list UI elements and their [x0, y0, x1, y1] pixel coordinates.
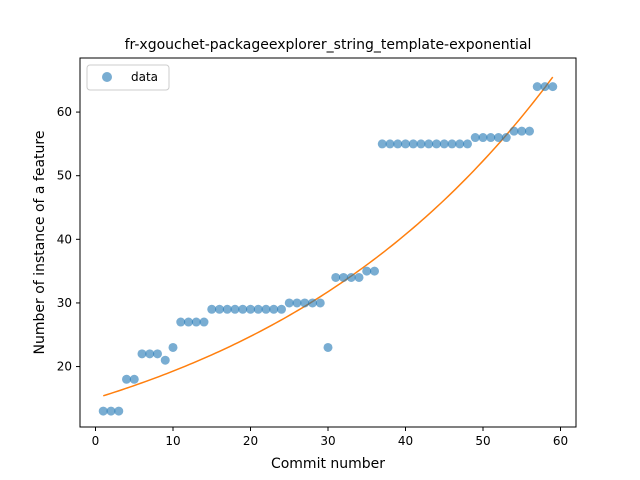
data-point [153, 349, 162, 358]
data-point [432, 139, 441, 148]
data-point [479, 133, 488, 142]
data-point [463, 139, 472, 148]
data-point [424, 139, 433, 148]
legend: data [87, 65, 169, 90]
y-axis-label: Number of instance of a feature [32, 131, 48, 355]
data-point [130, 375, 139, 384]
x-tick-label: 60 [553, 434, 568, 448]
data-point [145, 349, 154, 358]
x-axis-ticks: 0 10 20 30 40 50 60 [92, 427, 568, 448]
x-tick-label: 20 [243, 434, 258, 448]
x-tick-label: 50 [475, 434, 490, 448]
data-point [246, 305, 255, 314]
y-axis-ticks: 20 30 40 50 60 [57, 105, 80, 373]
data-point [548, 82, 557, 91]
data-point [223, 305, 232, 314]
data-point [440, 139, 449, 148]
data-point [269, 305, 278, 314]
plot-frame [80, 58, 576, 427]
legend-label-data: data [131, 70, 158, 84]
data-point [331, 273, 340, 282]
data-point [355, 273, 364, 282]
data-point [207, 305, 216, 314]
data-point [184, 318, 193, 327]
y-tick-label: 20 [57, 360, 72, 374]
x-tick-label: 0 [92, 434, 100, 448]
data-point [339, 273, 348, 282]
data-point [401, 139, 410, 148]
data-point [541, 82, 550, 91]
data-point [114, 407, 123, 416]
y-tick-label: 40 [57, 232, 72, 246]
data-point [107, 407, 116, 416]
data-point [285, 298, 294, 307]
x-tick-label: 40 [398, 434, 413, 448]
data-point [161, 356, 170, 365]
data-point [300, 298, 309, 307]
data-point [99, 407, 108, 416]
data-point [215, 305, 224, 314]
data-point [293, 298, 302, 307]
data-point [378, 139, 387, 148]
data-point [277, 305, 286, 314]
data-point [262, 305, 271, 314]
x-axis-label: Commit number [271, 456, 385, 472]
y-tick-label: 50 [57, 169, 72, 183]
data-point [448, 139, 457, 148]
data-point [316, 298, 325, 307]
data-point [471, 133, 480, 142]
data-point [192, 318, 201, 327]
data-point [169, 343, 178, 352]
data-point [122, 375, 131, 384]
data-points-layer [99, 82, 558, 415]
data-point [308, 298, 317, 307]
data-point [386, 139, 395, 148]
data-point [238, 305, 247, 314]
data-point [370, 267, 379, 276]
data-point [324, 343, 333, 352]
chart-title: fr-xgouchet-packageexplorer_string_templ… [125, 37, 532, 53]
data-point [409, 139, 418, 148]
data-point [510, 127, 519, 136]
legend-marker [102, 72, 112, 82]
data-point [502, 133, 511, 142]
data-point [494, 133, 503, 142]
data-point [417, 139, 426, 148]
x-tick-label: 10 [165, 434, 180, 448]
data-point [393, 139, 402, 148]
data-point [138, 349, 147, 358]
data-point [362, 267, 371, 276]
data-point [533, 82, 542, 91]
data-point [486, 133, 495, 142]
data-point [525, 127, 534, 136]
data-point [347, 273, 356, 282]
data-point [176, 318, 185, 327]
x-tick-label: 30 [320, 434, 335, 448]
data-point [254, 305, 263, 314]
y-tick-label: 30 [57, 296, 72, 310]
data-point [455, 139, 464, 148]
data-point [231, 305, 240, 314]
data-point [200, 318, 209, 327]
data-point [517, 127, 526, 136]
y-tick-label: 60 [57, 105, 72, 119]
